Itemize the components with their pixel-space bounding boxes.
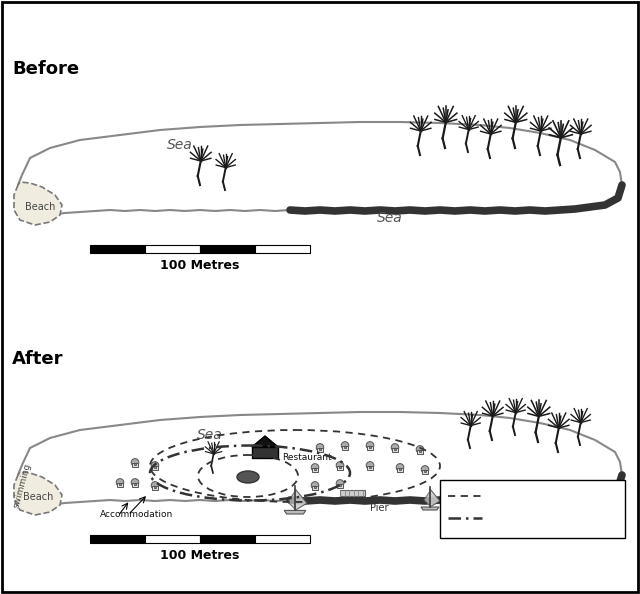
Ellipse shape xyxy=(237,471,259,483)
Bar xyxy=(134,463,136,466)
Bar xyxy=(134,484,136,485)
Bar xyxy=(399,468,401,470)
Bar xyxy=(392,448,398,451)
Polygon shape xyxy=(421,507,439,510)
Bar xyxy=(337,484,343,488)
Bar xyxy=(145,535,200,543)
Circle shape xyxy=(366,441,374,449)
Bar xyxy=(369,466,371,469)
Bar xyxy=(152,466,158,470)
Circle shape xyxy=(421,466,429,473)
Bar xyxy=(337,466,343,470)
Circle shape xyxy=(366,462,374,469)
Polygon shape xyxy=(18,412,622,507)
Text: Vehicle track: Vehicle track xyxy=(488,513,569,523)
Bar xyxy=(394,448,396,450)
Bar xyxy=(314,486,316,488)
Circle shape xyxy=(316,444,324,451)
Circle shape xyxy=(396,464,404,471)
Text: Pier: Pier xyxy=(370,503,388,513)
Text: Accommodation: Accommodation xyxy=(100,510,173,519)
Circle shape xyxy=(151,482,159,489)
Bar xyxy=(339,484,341,486)
Bar xyxy=(397,468,403,472)
Text: Reception: Reception xyxy=(225,483,271,492)
Bar xyxy=(344,446,346,448)
Polygon shape xyxy=(295,489,307,510)
Polygon shape xyxy=(14,472,62,515)
Bar xyxy=(367,446,373,450)
Circle shape xyxy=(391,444,399,451)
Bar xyxy=(417,450,423,454)
Bar xyxy=(119,484,121,485)
Text: Footpath: Footpath xyxy=(488,491,544,501)
Circle shape xyxy=(311,482,319,489)
Bar xyxy=(342,446,348,450)
Text: Sea: Sea xyxy=(377,211,403,225)
Bar xyxy=(424,470,426,472)
Text: Restaurant: Restaurant xyxy=(282,453,332,462)
Bar xyxy=(319,448,321,450)
Text: 100 Metres: 100 Metres xyxy=(160,549,240,562)
Polygon shape xyxy=(288,491,295,509)
Text: Sea: Sea xyxy=(167,138,193,152)
Circle shape xyxy=(131,479,139,486)
Circle shape xyxy=(116,479,124,486)
Bar xyxy=(200,245,255,253)
Bar xyxy=(312,468,318,472)
Circle shape xyxy=(336,462,344,469)
Bar xyxy=(440,480,625,538)
Circle shape xyxy=(341,441,349,449)
Bar xyxy=(154,486,156,488)
Text: Before: Before xyxy=(12,60,79,78)
Bar xyxy=(145,245,200,253)
Text: Beach: Beach xyxy=(23,492,53,502)
Bar xyxy=(90,535,145,543)
Polygon shape xyxy=(14,182,62,225)
Bar xyxy=(367,466,373,470)
Bar xyxy=(317,448,323,451)
Bar xyxy=(200,535,255,543)
Bar xyxy=(419,450,421,453)
Bar xyxy=(255,535,310,543)
Circle shape xyxy=(336,479,344,487)
Bar xyxy=(117,484,123,486)
Bar xyxy=(369,446,371,448)
Bar xyxy=(152,486,158,489)
Polygon shape xyxy=(252,436,278,447)
Circle shape xyxy=(311,464,319,471)
Polygon shape xyxy=(430,489,440,507)
Text: Beach: Beach xyxy=(25,202,55,212)
Bar xyxy=(314,468,316,470)
Polygon shape xyxy=(18,122,622,217)
Bar xyxy=(340,490,365,496)
Text: 100 Metres: 100 Metres xyxy=(160,259,240,272)
Bar xyxy=(252,447,278,458)
Text: swimming: swimming xyxy=(12,462,33,508)
Bar xyxy=(339,466,341,469)
Text: After: After xyxy=(12,350,63,368)
Bar xyxy=(132,463,138,467)
Bar xyxy=(154,466,156,469)
Polygon shape xyxy=(424,491,430,506)
Bar xyxy=(312,486,318,489)
Circle shape xyxy=(151,462,159,469)
Text: Sea: Sea xyxy=(197,428,223,442)
Circle shape xyxy=(416,446,424,453)
Bar xyxy=(255,245,310,253)
Circle shape xyxy=(131,459,139,466)
Bar xyxy=(90,245,145,253)
Bar xyxy=(132,484,138,486)
Bar xyxy=(422,470,428,473)
Polygon shape xyxy=(284,510,306,514)
